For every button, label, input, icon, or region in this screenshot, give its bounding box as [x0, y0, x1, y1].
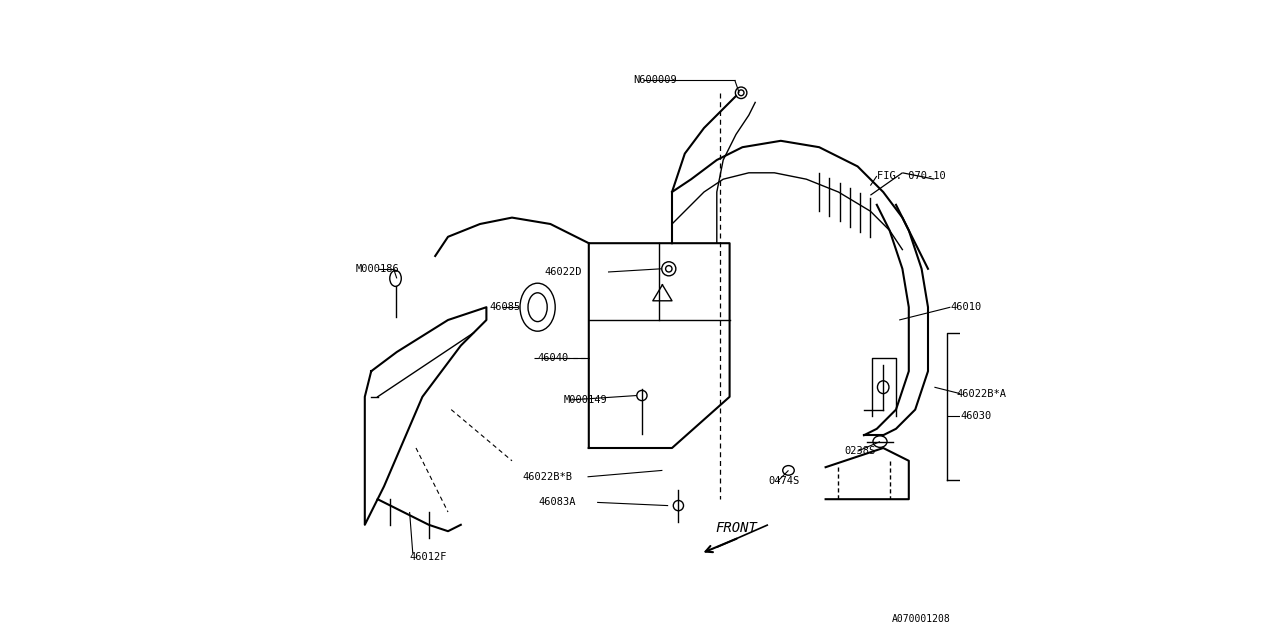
Text: 46022B*B: 46022B*B: [522, 472, 573, 482]
Text: 46022B*A: 46022B*A: [957, 388, 1007, 399]
Text: 46012F: 46012F: [410, 552, 447, 562]
Text: 0238S: 0238S: [845, 446, 876, 456]
Text: 46022D: 46022D: [544, 267, 581, 277]
Text: 46083A: 46083A: [539, 497, 576, 508]
Text: M000186: M000186: [356, 264, 399, 274]
Text: 46010: 46010: [950, 302, 982, 312]
Text: 46085: 46085: [490, 302, 521, 312]
Text: FRONT: FRONT: [716, 521, 756, 535]
Text: 46040: 46040: [538, 353, 568, 364]
Text: N600009: N600009: [634, 75, 677, 85]
Text: FIG. 070-10: FIG. 070-10: [877, 171, 946, 181]
Text: 0474S: 0474S: [768, 476, 799, 486]
Text: M000149: M000149: [563, 395, 607, 405]
Text: A070001208: A070001208: [892, 614, 950, 624]
Text: 46030: 46030: [960, 411, 991, 421]
